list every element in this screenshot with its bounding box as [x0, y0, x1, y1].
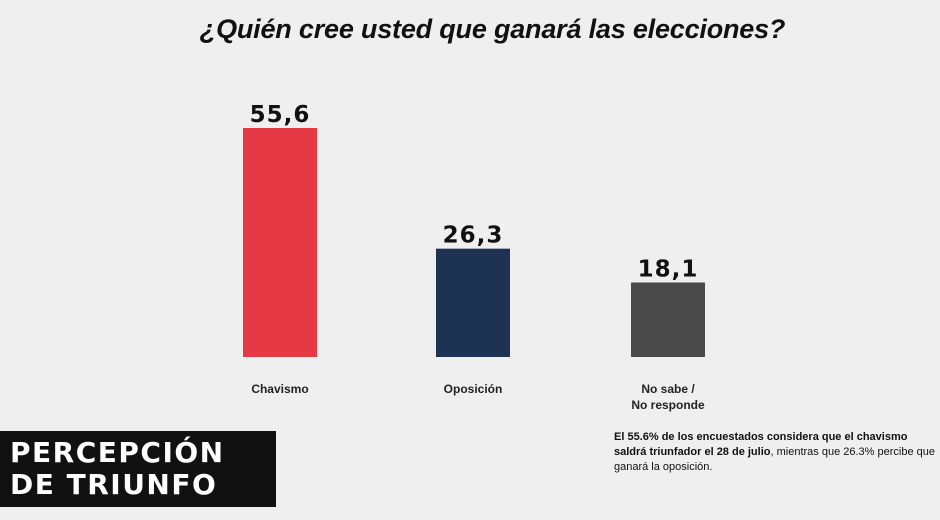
bar-2: [631, 282, 705, 357]
footnote-bold: El 55.6% de los encuestados considera qu…: [614, 431, 908, 458]
category-label-1: Oposición: [444, 382, 503, 396]
value-label-1: 26,3: [443, 223, 504, 249]
value-label-2: 18,1: [638, 256, 699, 282]
footnote-regular: , mientras que 26.3% percibe que ganará …: [614, 446, 935, 473]
value-label-0: 55,6: [250, 102, 311, 128]
chart-title: ¿Quién cree usted que ganará las eleccio…: [199, 14, 786, 44]
footnote: El 55.6% de los encuestados considera qu…: [614, 430, 936, 475]
section-badge: PERCEPCIÓN DE TRIUNFO: [0, 431, 276, 507]
badge-line-2: DE TRIUNFO: [10, 468, 218, 501]
bar-0: [243, 128, 317, 357]
badge-line-1: PERCEPCIÓN: [10, 436, 225, 469]
category-label-0: Chavismo: [251, 382, 308, 396]
bar-chart: 55,6 Chavismo 26,3 Oposición 18,1 No sabe / No…: [243, 102, 705, 412]
category-label-2: No sabe / No responde: [631, 382, 705, 412]
bar-1: [436, 248, 510, 357]
